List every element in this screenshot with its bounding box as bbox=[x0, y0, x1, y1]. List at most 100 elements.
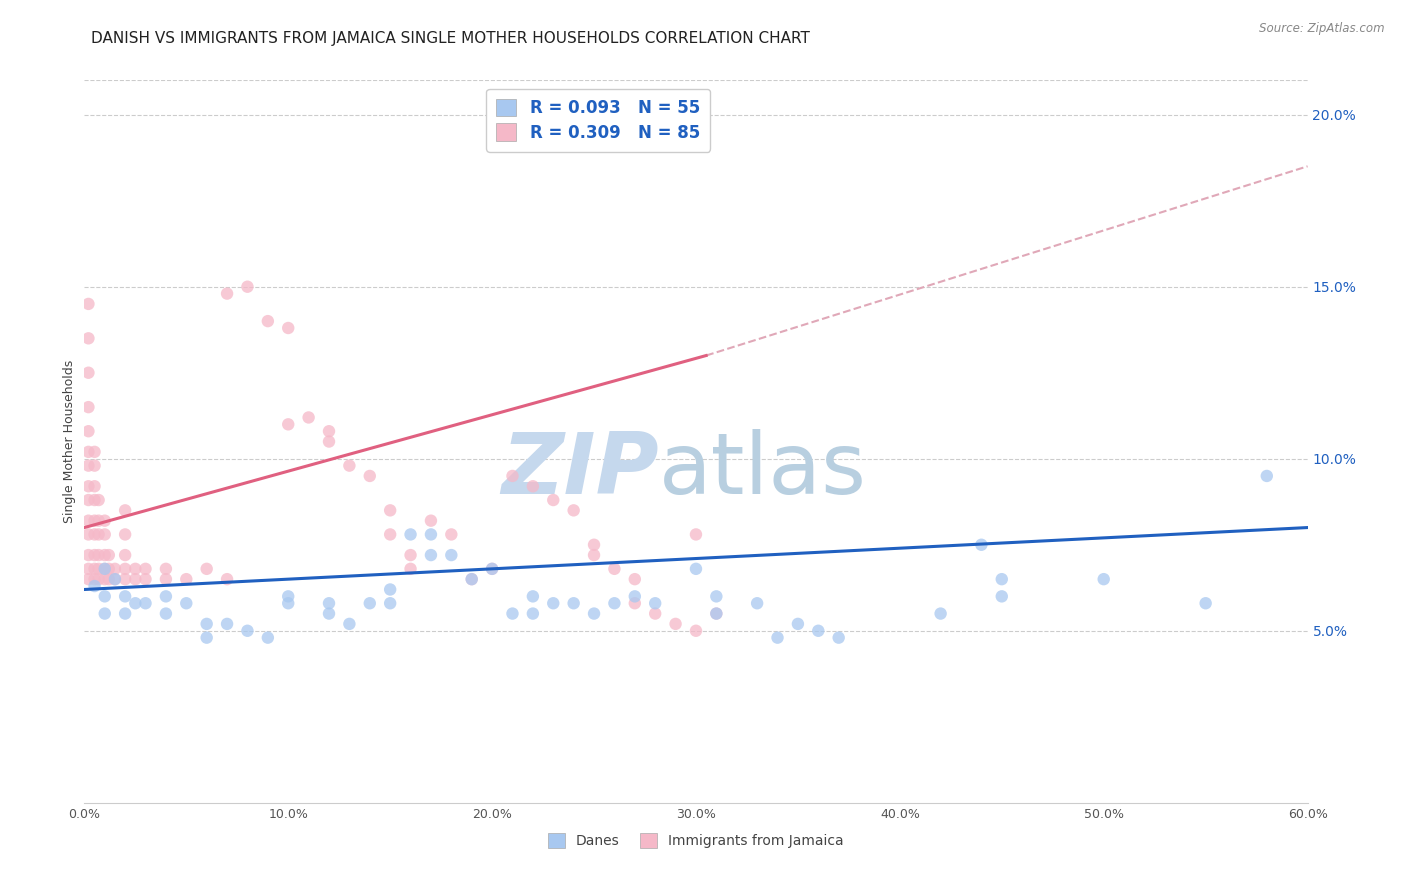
Point bbox=[644, 607, 666, 621]
Point bbox=[97, 562, 120, 576]
Point bbox=[624, 596, 647, 610]
Point bbox=[440, 527, 463, 541]
Point bbox=[83, 527, 105, 541]
Point bbox=[77, 424, 100, 438]
Point bbox=[1092, 572, 1115, 586]
Point bbox=[87, 527, 110, 541]
Point bbox=[257, 314, 280, 328]
Point bbox=[665, 616, 688, 631]
Point bbox=[195, 562, 218, 576]
Point bbox=[87, 493, 110, 508]
Point bbox=[155, 572, 177, 586]
Point bbox=[93, 527, 115, 541]
Point bbox=[399, 562, 422, 576]
Point bbox=[380, 596, 402, 610]
Point bbox=[277, 596, 299, 610]
Point bbox=[83, 514, 105, 528]
Point bbox=[93, 562, 115, 576]
Point bbox=[481, 562, 503, 576]
Point bbox=[77, 527, 100, 541]
Point bbox=[420, 514, 443, 528]
Point bbox=[706, 607, 728, 621]
Point bbox=[583, 538, 606, 552]
Point bbox=[399, 548, 422, 562]
Point bbox=[481, 562, 503, 576]
Point bbox=[339, 616, 361, 631]
Point bbox=[195, 616, 218, 631]
Point bbox=[77, 493, 100, 508]
Point bbox=[502, 469, 524, 483]
Point bbox=[124, 572, 146, 586]
Point bbox=[93, 562, 115, 576]
Point bbox=[114, 562, 136, 576]
Point bbox=[135, 562, 157, 576]
Legend: Danes, Immigrants from Jamaica: Danes, Immigrants from Jamaica bbox=[543, 828, 849, 854]
Point bbox=[277, 321, 299, 335]
Text: atlas: atlas bbox=[659, 429, 868, 512]
Point bbox=[77, 458, 100, 473]
Point bbox=[522, 607, 544, 621]
Point bbox=[257, 631, 280, 645]
Point bbox=[77, 514, 100, 528]
Point bbox=[277, 417, 299, 432]
Point bbox=[298, 410, 321, 425]
Point bbox=[991, 572, 1014, 586]
Point bbox=[83, 579, 105, 593]
Point bbox=[502, 607, 524, 621]
Point bbox=[217, 616, 239, 631]
Point bbox=[77, 548, 100, 562]
Point bbox=[155, 607, 177, 621]
Point bbox=[77, 479, 100, 493]
Point bbox=[83, 572, 105, 586]
Point bbox=[970, 538, 993, 552]
Point bbox=[114, 572, 136, 586]
Point bbox=[991, 590, 1014, 604]
Point bbox=[97, 548, 120, 562]
Point bbox=[1195, 596, 1218, 610]
Point bbox=[706, 590, 728, 604]
Point bbox=[685, 624, 707, 638]
Point bbox=[83, 479, 105, 493]
Point bbox=[624, 572, 647, 586]
Point bbox=[124, 596, 146, 610]
Point bbox=[93, 514, 115, 528]
Point bbox=[318, 434, 340, 449]
Point bbox=[77, 400, 100, 414]
Point bbox=[236, 279, 259, 293]
Point bbox=[277, 590, 299, 604]
Point bbox=[93, 572, 115, 586]
Point bbox=[77, 572, 100, 586]
Point bbox=[461, 572, 484, 586]
Point bbox=[522, 479, 544, 493]
Point bbox=[644, 596, 666, 610]
Point bbox=[1256, 469, 1278, 483]
Point bbox=[83, 562, 105, 576]
Point bbox=[77, 297, 100, 311]
Point bbox=[380, 503, 402, 517]
Point bbox=[380, 527, 402, 541]
Point bbox=[706, 607, 728, 621]
Point bbox=[104, 562, 127, 576]
Point bbox=[339, 458, 361, 473]
Point bbox=[440, 548, 463, 562]
Point bbox=[83, 493, 105, 508]
Point bbox=[236, 624, 259, 638]
Point bbox=[380, 582, 402, 597]
Point bbox=[685, 562, 707, 576]
Point bbox=[155, 562, 177, 576]
Point bbox=[807, 624, 830, 638]
Text: ZIP: ZIP bbox=[502, 429, 659, 512]
Point bbox=[114, 527, 136, 541]
Point bbox=[104, 572, 127, 586]
Point bbox=[318, 596, 340, 610]
Point bbox=[77, 562, 100, 576]
Point bbox=[114, 503, 136, 517]
Point bbox=[217, 286, 239, 301]
Point bbox=[93, 607, 115, 621]
Point bbox=[104, 572, 127, 586]
Point bbox=[583, 607, 606, 621]
Point bbox=[359, 469, 381, 483]
Point bbox=[747, 596, 769, 610]
Point bbox=[155, 590, 177, 604]
Point bbox=[603, 562, 626, 576]
